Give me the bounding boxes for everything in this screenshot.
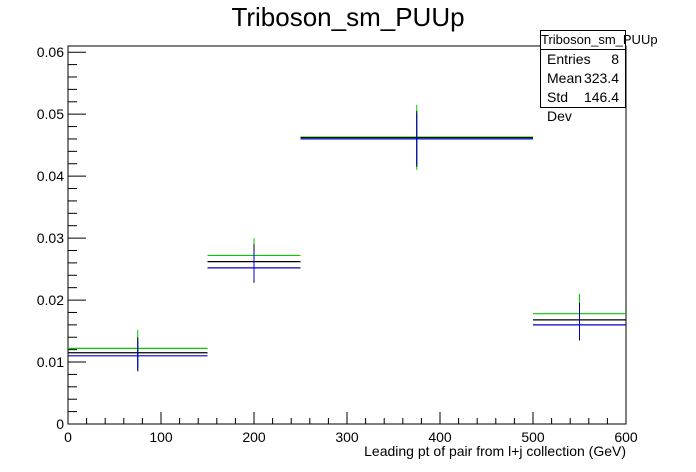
stats-value: 323.4 <box>583 70 619 86</box>
x-tick-label: 200 <box>242 429 266 445</box>
stats-label: Entries <box>547 51 591 67</box>
stats-row-stddev: Std Dev 146.4 <box>541 88 625 124</box>
stats-row-entries: Entries 8 <box>541 50 625 69</box>
x-tick-label: 400 <box>428 429 452 445</box>
axis-ticks: 0 100 200 300 400 500 600 0 0.01 0.02 0.03 0.04 0.05… <box>37 44 638 445</box>
y-tick-label: 0.04 <box>37 168 64 184</box>
stats-value: 146.4 <box>583 89 619 105</box>
stats-label: Mean <box>547 70 583 86</box>
y-tick-label: 0 <box>56 416 64 432</box>
data-marks <box>68 104 626 372</box>
stats-title: Triboson_sm_PUUp <box>541 31 658 50</box>
stats-box: Triboson_sm_PUUp Entries 8 Mean 323.4 St… <box>540 30 658 124</box>
x-axis-label: Leading pt of pair from l+j collection (… <box>364 443 626 459</box>
y-tick-label: 0.02 <box>37 292 64 308</box>
stats-label: Std Dev <box>547 89 572 124</box>
x-tick-label: 0 <box>64 429 72 445</box>
stats-row-mean: Mean 323.4 <box>541 69 625 88</box>
plot-title: Triboson_sm_PUUp <box>231 2 465 32</box>
y-tick-label: 0.05 <box>37 106 64 122</box>
x-tick-label: 600 <box>614 429 638 445</box>
x-tick-label: 100 <box>149 429 173 445</box>
y-tick-label: 0.03 <box>37 230 64 246</box>
y-tick-label: 0.01 <box>37 354 64 370</box>
x-tick-label: 300 <box>335 429 359 445</box>
y-tick-label: 0.06 <box>37 44 64 60</box>
x-tick-label: 500 <box>521 429 545 445</box>
stats-value: 8 <box>611 51 619 67</box>
